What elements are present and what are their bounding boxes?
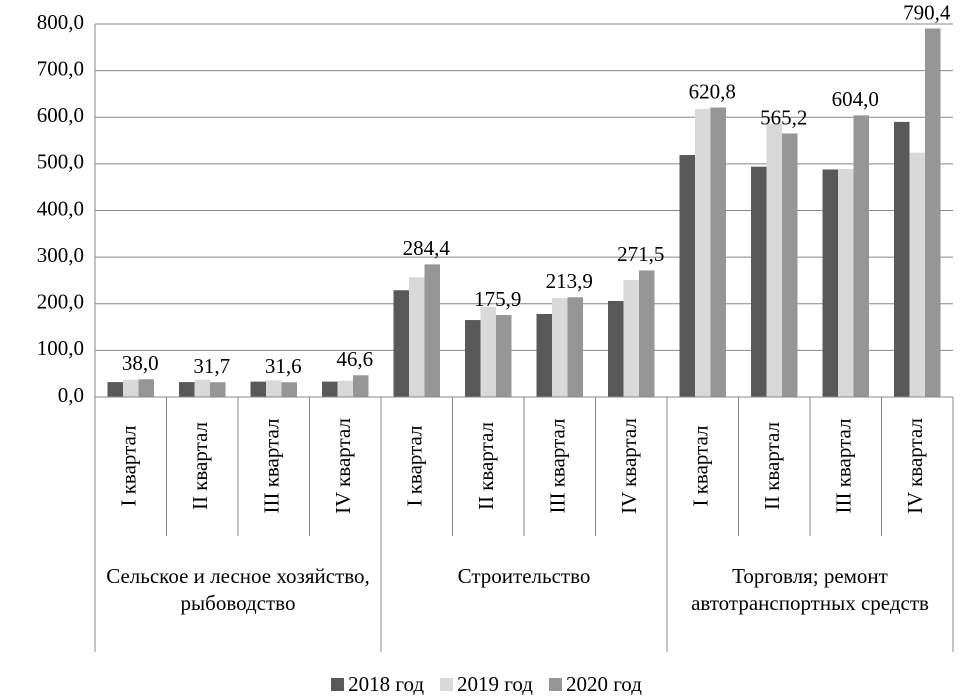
bar	[210, 382, 226, 397]
bar	[465, 320, 481, 397]
bar	[480, 307, 496, 397]
legend-swatch	[440, 678, 454, 691]
data-label: 38,0	[122, 351, 159, 375]
group-label: Торговля; ремонт автотранспортных средст…	[691, 564, 929, 615]
bar	[496, 314, 512, 397]
bar	[838, 169, 854, 397]
x-tick-label: I квартал	[117, 425, 141, 506]
bar	[552, 298, 568, 397]
x-tick-label: III квартал	[832, 418, 856, 513]
y-tick-label: 300,0	[37, 243, 84, 267]
legend-swatch	[331, 678, 345, 691]
bar	[679, 155, 695, 397]
legend-label: 2018 год	[348, 672, 425, 696]
y-tick-label: 200,0	[37, 290, 84, 314]
bar	[639, 270, 655, 397]
x-tick-label: II квартал	[474, 422, 498, 510]
legend-item: 2019 год	[440, 672, 533, 697]
bar	[710, 107, 726, 397]
data-label: 46,6	[336, 347, 373, 371]
bar	[194, 379, 210, 397]
legend-label: 2020 год	[565, 672, 642, 696]
bar	[353, 375, 369, 397]
data-label: 620,8	[689, 79, 736, 103]
data-label: 604,0	[832, 87, 879, 111]
data-label: 284,4	[403, 236, 451, 260]
bar	[822, 169, 838, 397]
y-tick-label: 800,0	[37, 10, 84, 34]
y-tick-label: 400,0	[37, 196, 84, 220]
data-label: 175,9	[474, 287, 521, 311]
data-label: 271,5	[617, 242, 664, 266]
y-tick-label: 600,0	[37, 103, 84, 127]
y-tick-label: 0,0	[58, 383, 84, 407]
bar	[138, 379, 154, 397]
bar	[909, 152, 925, 397]
bar	[107, 382, 123, 397]
bar	[567, 297, 583, 397]
bar	[925, 28, 941, 397]
legend-label: 2019 год	[457, 672, 533, 696]
data-label: 31,6	[265, 354, 302, 378]
y-tick-label: 500,0	[37, 150, 84, 174]
x-tick-label: I квартал	[689, 425, 713, 506]
x-tick-label: III квартал	[546, 418, 570, 513]
x-tick-label: II квартал	[188, 422, 212, 510]
bar	[608, 300, 624, 397]
legend-item: 2018 год	[331, 672, 424, 697]
bar	[766, 123, 782, 397]
bar	[281, 382, 297, 397]
bar	[751, 166, 767, 397]
bar	[695, 108, 711, 398]
x-tick-label: IV квартал	[617, 418, 641, 514]
group-label: Строительство	[457, 564, 591, 588]
bar	[623, 279, 639, 397]
data-label: 565,2	[760, 105, 807, 129]
bar	[853, 115, 869, 397]
bar	[322, 381, 338, 397]
legend-item: 2020 год	[548, 672, 642, 697]
x-tick-label: IV квартал	[331, 418, 355, 514]
data-label: 790,4	[903, 0, 951, 24]
bar	[536, 314, 552, 397]
x-tick-label: II квартал	[760, 422, 784, 510]
x-tick-label: III квартал	[260, 418, 284, 513]
bar	[337, 380, 353, 397]
x-tick-label: IV квартал	[903, 418, 927, 514]
bar	[782, 133, 798, 397]
bar	[266, 380, 282, 397]
bar	[179, 382, 195, 397]
bar	[250, 381, 266, 397]
data-label: 31,7	[193, 354, 230, 378]
bar	[894, 121, 910, 397]
group-label: Сельское и лесное хозяйство, рыбоводство	[106, 564, 370, 615]
bar	[123, 379, 139, 397]
y-tick-label: 700,0	[37, 56, 84, 80]
bar	[409, 277, 425, 397]
y-tick-label: 100,0	[37, 336, 84, 360]
bar	[424, 264, 440, 397]
legend: 2018 год 2019 год 2020 год	[0, 672, 973, 697]
bar	[393, 290, 409, 397]
data-label: 213,9	[546, 269, 593, 293]
x-tick-label: I квартал	[403, 425, 427, 506]
legend-swatch	[548, 678, 562, 691]
